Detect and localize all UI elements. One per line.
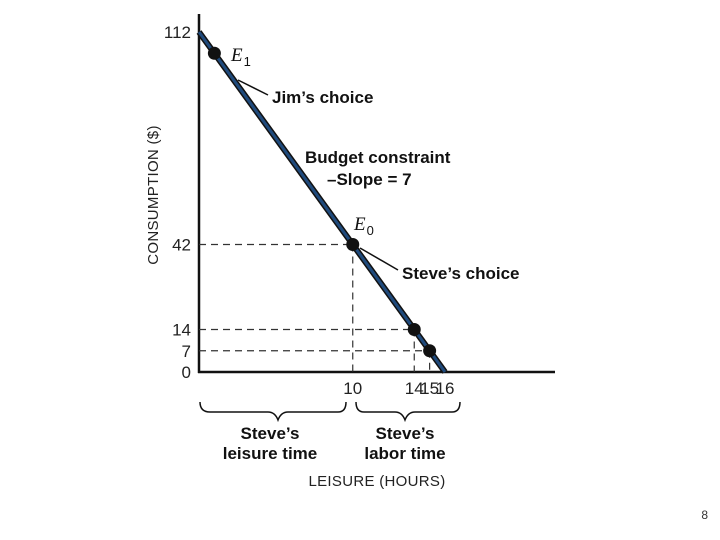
choice-point xyxy=(423,344,437,358)
budget-slope-label: –Slope = 7 xyxy=(327,170,412,189)
x-tick-label: 16 xyxy=(436,379,455,398)
point-label-e1: E1 xyxy=(230,45,251,69)
y-tick-label: 112 xyxy=(164,23,191,42)
leisure-time-label-line1: Steve’s xyxy=(241,424,300,443)
steve-leader-line xyxy=(359,247,399,271)
choice-point xyxy=(207,46,221,60)
x-tick-label: 15 xyxy=(420,379,439,398)
budget-constraint-line-fill xyxy=(197,31,447,373)
y-tick-labels: 112 42 14 7 0 xyxy=(164,23,191,382)
point-label-e0: E0 xyxy=(353,214,374,238)
labor-time-label-line1: Steve’s xyxy=(376,424,435,443)
page-number: 8 xyxy=(701,508,708,522)
x-tick-label: 14 xyxy=(405,379,424,398)
choice-points xyxy=(207,46,437,358)
steve-choice-label: Steve’s choice xyxy=(402,264,520,283)
labor-time-label-line2: labor time xyxy=(364,444,445,463)
guide-lines xyxy=(199,243,431,372)
y-tick-label: 7 xyxy=(182,342,191,361)
leisure-time-label-line2: leisure time xyxy=(223,444,318,463)
choice-point xyxy=(346,238,360,251)
y-tick-label: 14 xyxy=(172,321,191,340)
x-tick-label: 10 xyxy=(343,379,362,398)
labor-brace xyxy=(355,401,461,423)
budget-line-group xyxy=(196,30,448,374)
y-tick-label: 42 xyxy=(172,236,191,255)
y-tick-label: 0 xyxy=(182,363,191,382)
leisure-brace xyxy=(199,401,347,423)
budget-constraint-label: Budget constraint xyxy=(305,148,451,167)
jim-choice-label: Jim’s choice xyxy=(272,88,373,107)
choice-point xyxy=(407,323,421,336)
jim-leader-line xyxy=(237,79,269,96)
y-axis-label: CONSUMPTION ($) xyxy=(145,125,162,265)
x-axis-label: LEISURE (HOURS) xyxy=(308,473,445,490)
